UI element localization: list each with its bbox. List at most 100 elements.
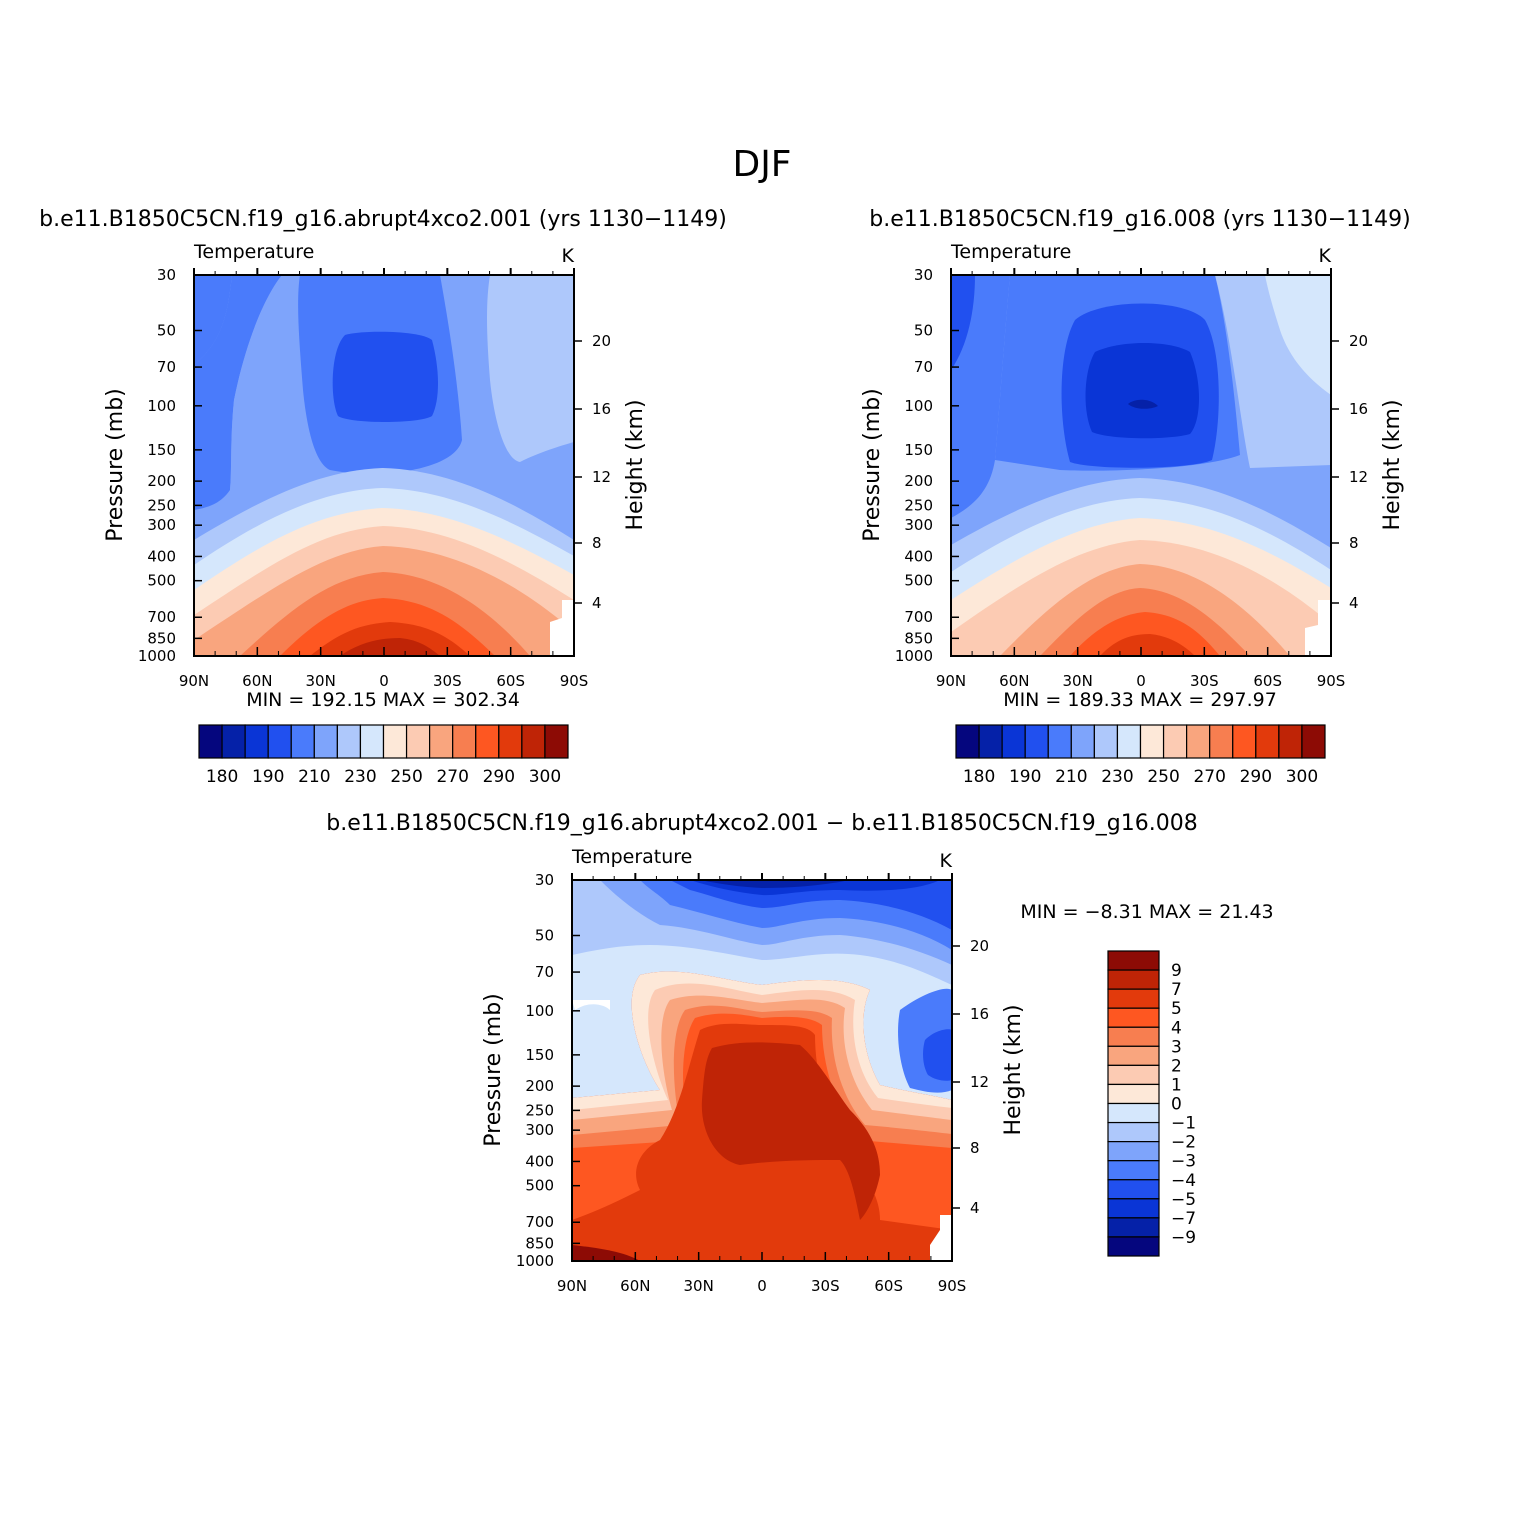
colorbar-swatch [267, 724, 292, 759]
panel-3-axes: 305070100150200250300400500700850100090N… [481, 871, 1026, 1295]
x-tick-label: 60N [620, 1277, 650, 1295]
colorbar-label: 2 [1171, 1056, 1182, 1076]
colorbar-swatch [244, 724, 269, 759]
y-tick-label: 70 [535, 963, 554, 981]
colorbar-label: 250 [1147, 767, 1179, 787]
colorbar-label: 0 [1171, 1095, 1182, 1115]
panel-3: b.e11.B1850C5CN.f19_g16.abrupt4xco2.001 … [326, 811, 1273, 1295]
y-right-tick-label: 8 [970, 1139, 980, 1157]
panel-2-stats: MIN = 189.33 MAX = 297.97 [1003, 689, 1277, 711]
x-tick-label: 90S [560, 672, 589, 690]
x-tick-label: 90S [938, 1277, 967, 1295]
colorbar-label: 230 [1101, 767, 1133, 787]
contour-missing-upper [572, 1000, 610, 1010]
y-tick-label: 850 [147, 629, 176, 647]
contour-north-tongue [230, 275, 330, 490]
colorbar-label: 180 [206, 767, 238, 787]
colorbar-swatch [1139, 724, 1165, 759]
colorbar-swatch [955, 724, 980, 759]
colorbar-swatch [1162, 724, 1188, 759]
colorbar-swatch [1107, 1179, 1160, 1200]
y-tick-label: 500 [525, 1177, 554, 1195]
y-tick-label: 50 [914, 322, 933, 340]
panel-3-units: K [940, 850, 953, 872]
panel-1-units: K [562, 245, 575, 267]
y-right-tick-label: 8 [1349, 534, 1359, 552]
colorbar-swatch [1107, 1045, 1160, 1066]
panel-1-axes: 305070100150200250300400500700850100090N… [103, 266, 648, 690]
colorbar-label: 1 [1171, 1075, 1182, 1095]
y-right-tick-label: 20 [970, 937, 989, 955]
panel-2-colorbar: 180 190 210 230 250 270 290 300 [955, 724, 1326, 787]
contour-band-295 [1100, 634, 1195, 656]
colorbar-label: 290 [1240, 767, 1272, 787]
colorbar-swatch [1107, 1026, 1160, 1047]
y-tick-label: 500 [147, 572, 176, 590]
colorbar-swatch [429, 724, 454, 759]
y-tick-label: 300 [904, 516, 933, 534]
y-tick-label: 250 [525, 1101, 554, 1119]
colorbar-label: 300 [1286, 767, 1318, 787]
colorbar-swatch [1186, 724, 1211, 759]
colorbar-label: 9 [1171, 961, 1182, 981]
colorbar-label: 250 [390, 767, 422, 787]
y-right-tick-label: 4 [592, 594, 602, 612]
colorbar-swatch [1107, 1141, 1160, 1162]
y-tick-label: 250 [147, 496, 176, 514]
y-right-tick-label: 4 [1349, 594, 1359, 612]
y-tick-label: 500 [904, 572, 933, 590]
colorbar-swatch [1107, 1007, 1160, 1028]
contour-band-minus5 [670, 880, 952, 930]
y-tick-label: 300 [525, 1121, 554, 1139]
x-tick-label: 30S [811, 1277, 840, 1295]
panel-2: b.e11.B1850C5CN.f19_g16.008 (yrs 1130−11… [860, 207, 1411, 787]
y-right-tick-label: 12 [1349, 468, 1368, 486]
contour-tropical-core [332, 331, 438, 422]
y-right-axis-label: Height (km) [1380, 399, 1405, 530]
colorbar-swatch [198, 724, 223, 759]
colorbar-swatch [1047, 724, 1072, 759]
panel-2-axes: 305070100150200250300400500700850100090N… [860, 266, 1405, 690]
colorbar-swatch [221, 724, 246, 759]
y-right-axis-label: Height (km) [623, 399, 648, 530]
panel-2-left-title: Temperature [950, 241, 1071, 263]
panel-1-title: b.e11.B1850C5CN.f19_g16.abrupt4xco2.001 … [39, 207, 727, 232]
y-tick-label: 50 [535, 927, 554, 945]
contour-polar-surface [572, 1245, 640, 1261]
y-right-tick-label: 16 [970, 1005, 989, 1023]
contour-tropical-core [1085, 343, 1199, 439]
panel-2-title: b.e11.B1850C5CN.f19_g16.008 (yrs 1130−11… [869, 207, 1411, 232]
page-title: DJF [732, 144, 791, 185]
colorbar-swatch [1093, 724, 1119, 759]
colorbar-swatch [498, 724, 523, 759]
colorbar-label: −5 [1171, 1190, 1196, 1210]
colorbar-label: 7 [1171, 980, 1182, 1000]
colorbar-swatch [1116, 724, 1142, 759]
panel-3-contours [572, 880, 952, 1261]
y-tick-label: 70 [157, 358, 176, 376]
colorbar-swatch [382, 724, 408, 759]
panel-3-stats: MIN = −8.31 MAX = 21.43 [1020, 901, 1273, 923]
colorbar-label: −7 [1171, 1209, 1196, 1229]
y-tick-label: 1000 [138, 647, 176, 665]
y-tick-label: 700 [147, 608, 176, 626]
colorbar-label: 190 [1009, 767, 1041, 787]
contour-north-band [194, 275, 282, 510]
contour-missing-region [550, 600, 574, 656]
panel-1-stats: MIN = 192.15 MAX = 302.34 [246, 689, 520, 711]
colorbar-swatch [1107, 1064, 1160, 1086]
contour-missing-region [1305, 600, 1331, 656]
colorbar-swatch [405, 724, 431, 759]
colorbar-swatch [475, 724, 500, 759]
panel-1: b.e11.B1850C5CN.f19_g16.abrupt4xco2.001 … [39, 207, 727, 787]
y-right-tick-label: 4 [970, 1199, 980, 1217]
y-tick-label: 30 [914, 266, 933, 284]
y-right-tick-label: 12 [970, 1073, 989, 1091]
y-tick-label: 50 [157, 322, 176, 340]
y-right-tick-label: 16 [1349, 400, 1368, 418]
colorbar-label: −9 [1171, 1228, 1196, 1248]
y-tick-label: 300 [147, 516, 176, 534]
colorbar-label: −4 [1171, 1171, 1196, 1191]
y-right-tick-label: 8 [592, 534, 602, 552]
